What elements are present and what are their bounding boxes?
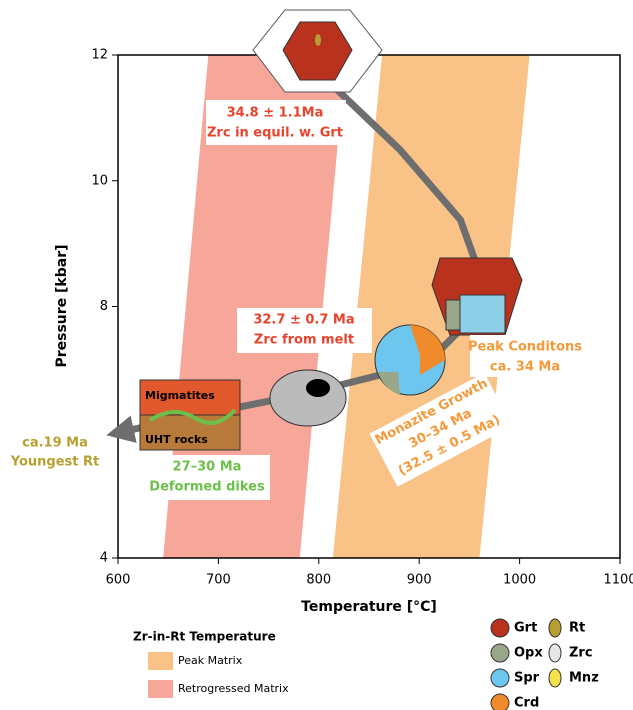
- zircon-grain: [270, 370, 346, 426]
- legend-label: Retrogressed Matrix: [178, 682, 289, 695]
- legend-title: Zr-in-Rt Temperature: [133, 630, 276, 644]
- mineral-label: Spr: [514, 671, 540, 686]
- annotation: ca. 34 Ma: [490, 360, 560, 375]
- annotation: Zrc from melt: [254, 333, 354, 348]
- monazite-grain: [375, 325, 445, 395]
- mineral-icon: [549, 619, 561, 637]
- mineral-icon: [491, 694, 509, 710]
- annotation: ca.19 Ma: [22, 436, 88, 451]
- mineral-icon: [549, 669, 561, 687]
- y-tick-label: 12: [91, 48, 108, 63]
- annotation: Peak Conditons: [468, 340, 582, 355]
- mineral-label: Mnz: [569, 671, 599, 686]
- annotation: UHT rocks: [145, 433, 208, 446]
- mineral-icon: [491, 644, 509, 662]
- mineral-label: Rt: [569, 621, 585, 636]
- y-tick-label: 8: [100, 299, 108, 314]
- peak-grain: [432, 258, 522, 335]
- legend-swatch: [148, 652, 173, 670]
- x-tick-label: 800: [306, 573, 331, 588]
- mineral-label: Opx: [514, 646, 543, 661]
- x-tick-label: 900: [407, 573, 432, 588]
- x-tick-label: 600: [106, 573, 131, 588]
- annotation: Zrc in equil. w. Grt: [207, 126, 343, 141]
- annotation: 32.7 ± 0.7 Ma: [253, 313, 354, 328]
- annotation: Migmatites: [145, 389, 215, 402]
- legend-swatch: [148, 680, 173, 698]
- mineral-icon: [491, 669, 509, 687]
- legend-label: Peak Matrix: [178, 654, 243, 667]
- mineral-icon: [549, 644, 561, 662]
- mineral-label: Grt: [514, 621, 537, 636]
- y-tick-label: 4: [100, 551, 108, 566]
- annotation: 27–30 Ma: [173, 460, 242, 475]
- mineral-icon: [491, 619, 509, 637]
- chart: 34.8 ± 1.1Ma Zrc in equil. w. Grt 32.7 ±…: [0, 0, 633, 710]
- annotation: Youngest Rt: [10, 455, 100, 470]
- x-tick-label: 1100: [603, 573, 633, 588]
- annotation: 34.8 ± 1.1Ma: [227, 106, 324, 121]
- x-tick-label: 1000: [503, 573, 536, 588]
- y-tick-label: 10: [91, 173, 108, 188]
- x-tick-label: 700: [206, 573, 231, 588]
- annotation: Deformed dikes: [149, 480, 265, 495]
- x-axis-label: Temperature [°C]: [301, 599, 437, 615]
- y-axis-label: Pressure [kbar]: [54, 244, 70, 367]
- mineral-label: Crd: [514, 696, 539, 710]
- mineral-label: Zrc: [569, 646, 593, 661]
